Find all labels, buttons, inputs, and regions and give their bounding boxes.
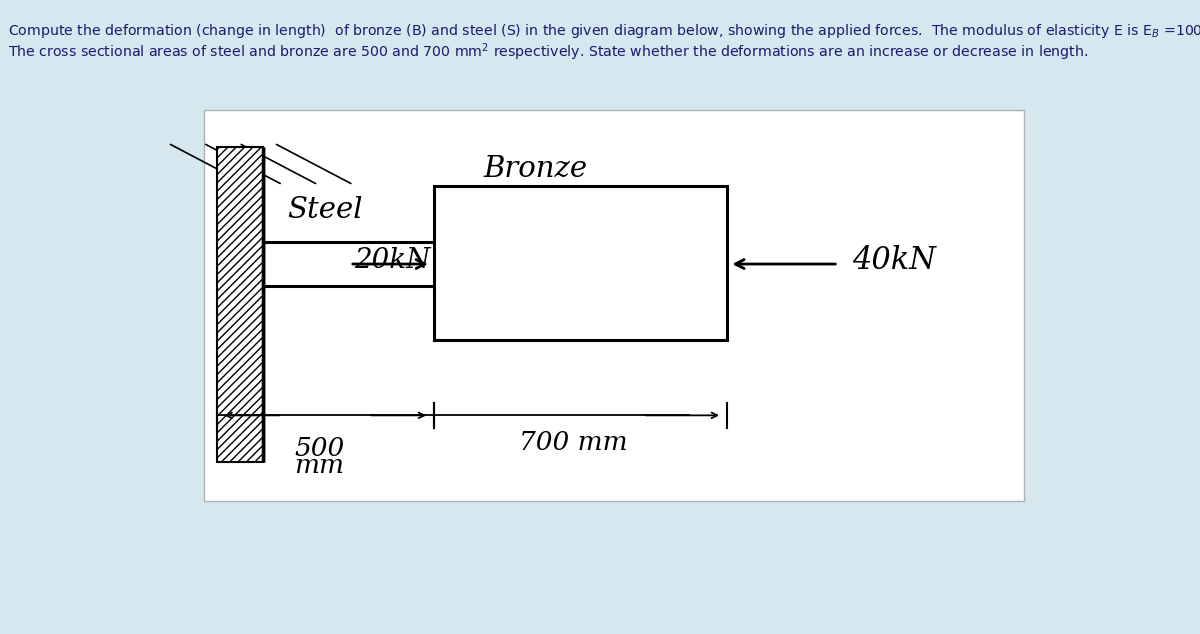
Text: Steel: Steel <box>288 197 364 224</box>
Text: mm: mm <box>294 453 344 478</box>
Text: 20kN: 20kN <box>355 247 431 274</box>
Text: Bronze: Bronze <box>484 155 588 183</box>
Text: Compute the deformation (change in length)  of bronze (B) and steel (S) in the g: Compute the deformation (change in lengt… <box>8 22 1200 40</box>
Text: 700 mm: 700 mm <box>518 430 628 455</box>
Bar <box>204 110 1025 501</box>
Bar <box>433 186 726 340</box>
Bar <box>217 147 264 462</box>
Text: 40kN: 40kN <box>852 245 936 276</box>
Text: The cross sectional areas of steel and bronze are 500 and 700 mm$^2$ respectivel: The cross sectional areas of steel and b… <box>8 41 1088 63</box>
Text: 500: 500 <box>294 436 344 462</box>
